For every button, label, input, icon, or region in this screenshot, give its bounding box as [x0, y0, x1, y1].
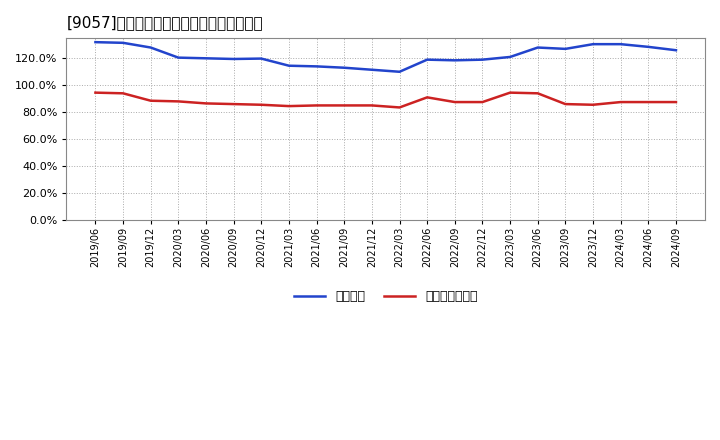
固定長期適合率: [230, 102, 238, 107]
Text: [9057]　固定比率、固定長期適合率の推移: [9057] 固定比率、固定長期適合率の推移: [66, 15, 263, 30]
固定比率: [395, 69, 404, 74]
固定比率: [119, 40, 127, 45]
固定比率: [644, 44, 652, 50]
固定長期適合率: [146, 98, 155, 103]
固定長期適合率: [589, 102, 598, 107]
固定長期適合率: [644, 99, 652, 105]
固定長期適合率: [672, 99, 680, 105]
固定長期適合率: [505, 90, 514, 95]
固定比率: [174, 55, 183, 60]
固定長期適合率: [119, 91, 127, 96]
固定長期適合率: [616, 99, 625, 105]
固定比率: [672, 48, 680, 53]
固定比率: [367, 67, 376, 73]
固定長期適合率: [561, 102, 570, 107]
固定長期適合率: [534, 91, 542, 96]
固定比率: [423, 57, 431, 62]
固定比率: [91, 40, 100, 45]
固定比率: [534, 45, 542, 50]
固定長期適合率: [312, 103, 321, 108]
固定比率: [478, 57, 487, 62]
固定比率: [451, 58, 459, 63]
固定長期適合率: [91, 90, 100, 95]
固定長期適合率: [257, 102, 266, 107]
固定比率: [202, 56, 210, 61]
固定長期適合率: [423, 95, 431, 100]
Line: 固定長期適合率: 固定長期適合率: [96, 93, 676, 107]
固定長期適合率: [202, 101, 210, 106]
固定長期適合率: [340, 103, 348, 108]
固定長期適合率: [174, 99, 183, 104]
Legend: 固定比率, 固定長期適合率: 固定比率, 固定長期適合率: [289, 285, 482, 308]
固定長期適合率: [451, 99, 459, 105]
固定長期適合率: [367, 103, 376, 108]
固定比率: [312, 64, 321, 69]
固定長期適合率: [284, 103, 293, 109]
固定長期適合率: [478, 99, 487, 105]
固定比率: [340, 65, 348, 70]
固定比率: [561, 46, 570, 51]
Line: 固定比率: 固定比率: [96, 42, 676, 72]
固定比率: [230, 56, 238, 62]
固定比率: [146, 45, 155, 50]
固定比率: [505, 54, 514, 59]
固定長期適合率: [395, 105, 404, 110]
固定比率: [589, 41, 598, 47]
固定比率: [257, 56, 266, 61]
固定比率: [284, 63, 293, 68]
固定比率: [616, 41, 625, 47]
